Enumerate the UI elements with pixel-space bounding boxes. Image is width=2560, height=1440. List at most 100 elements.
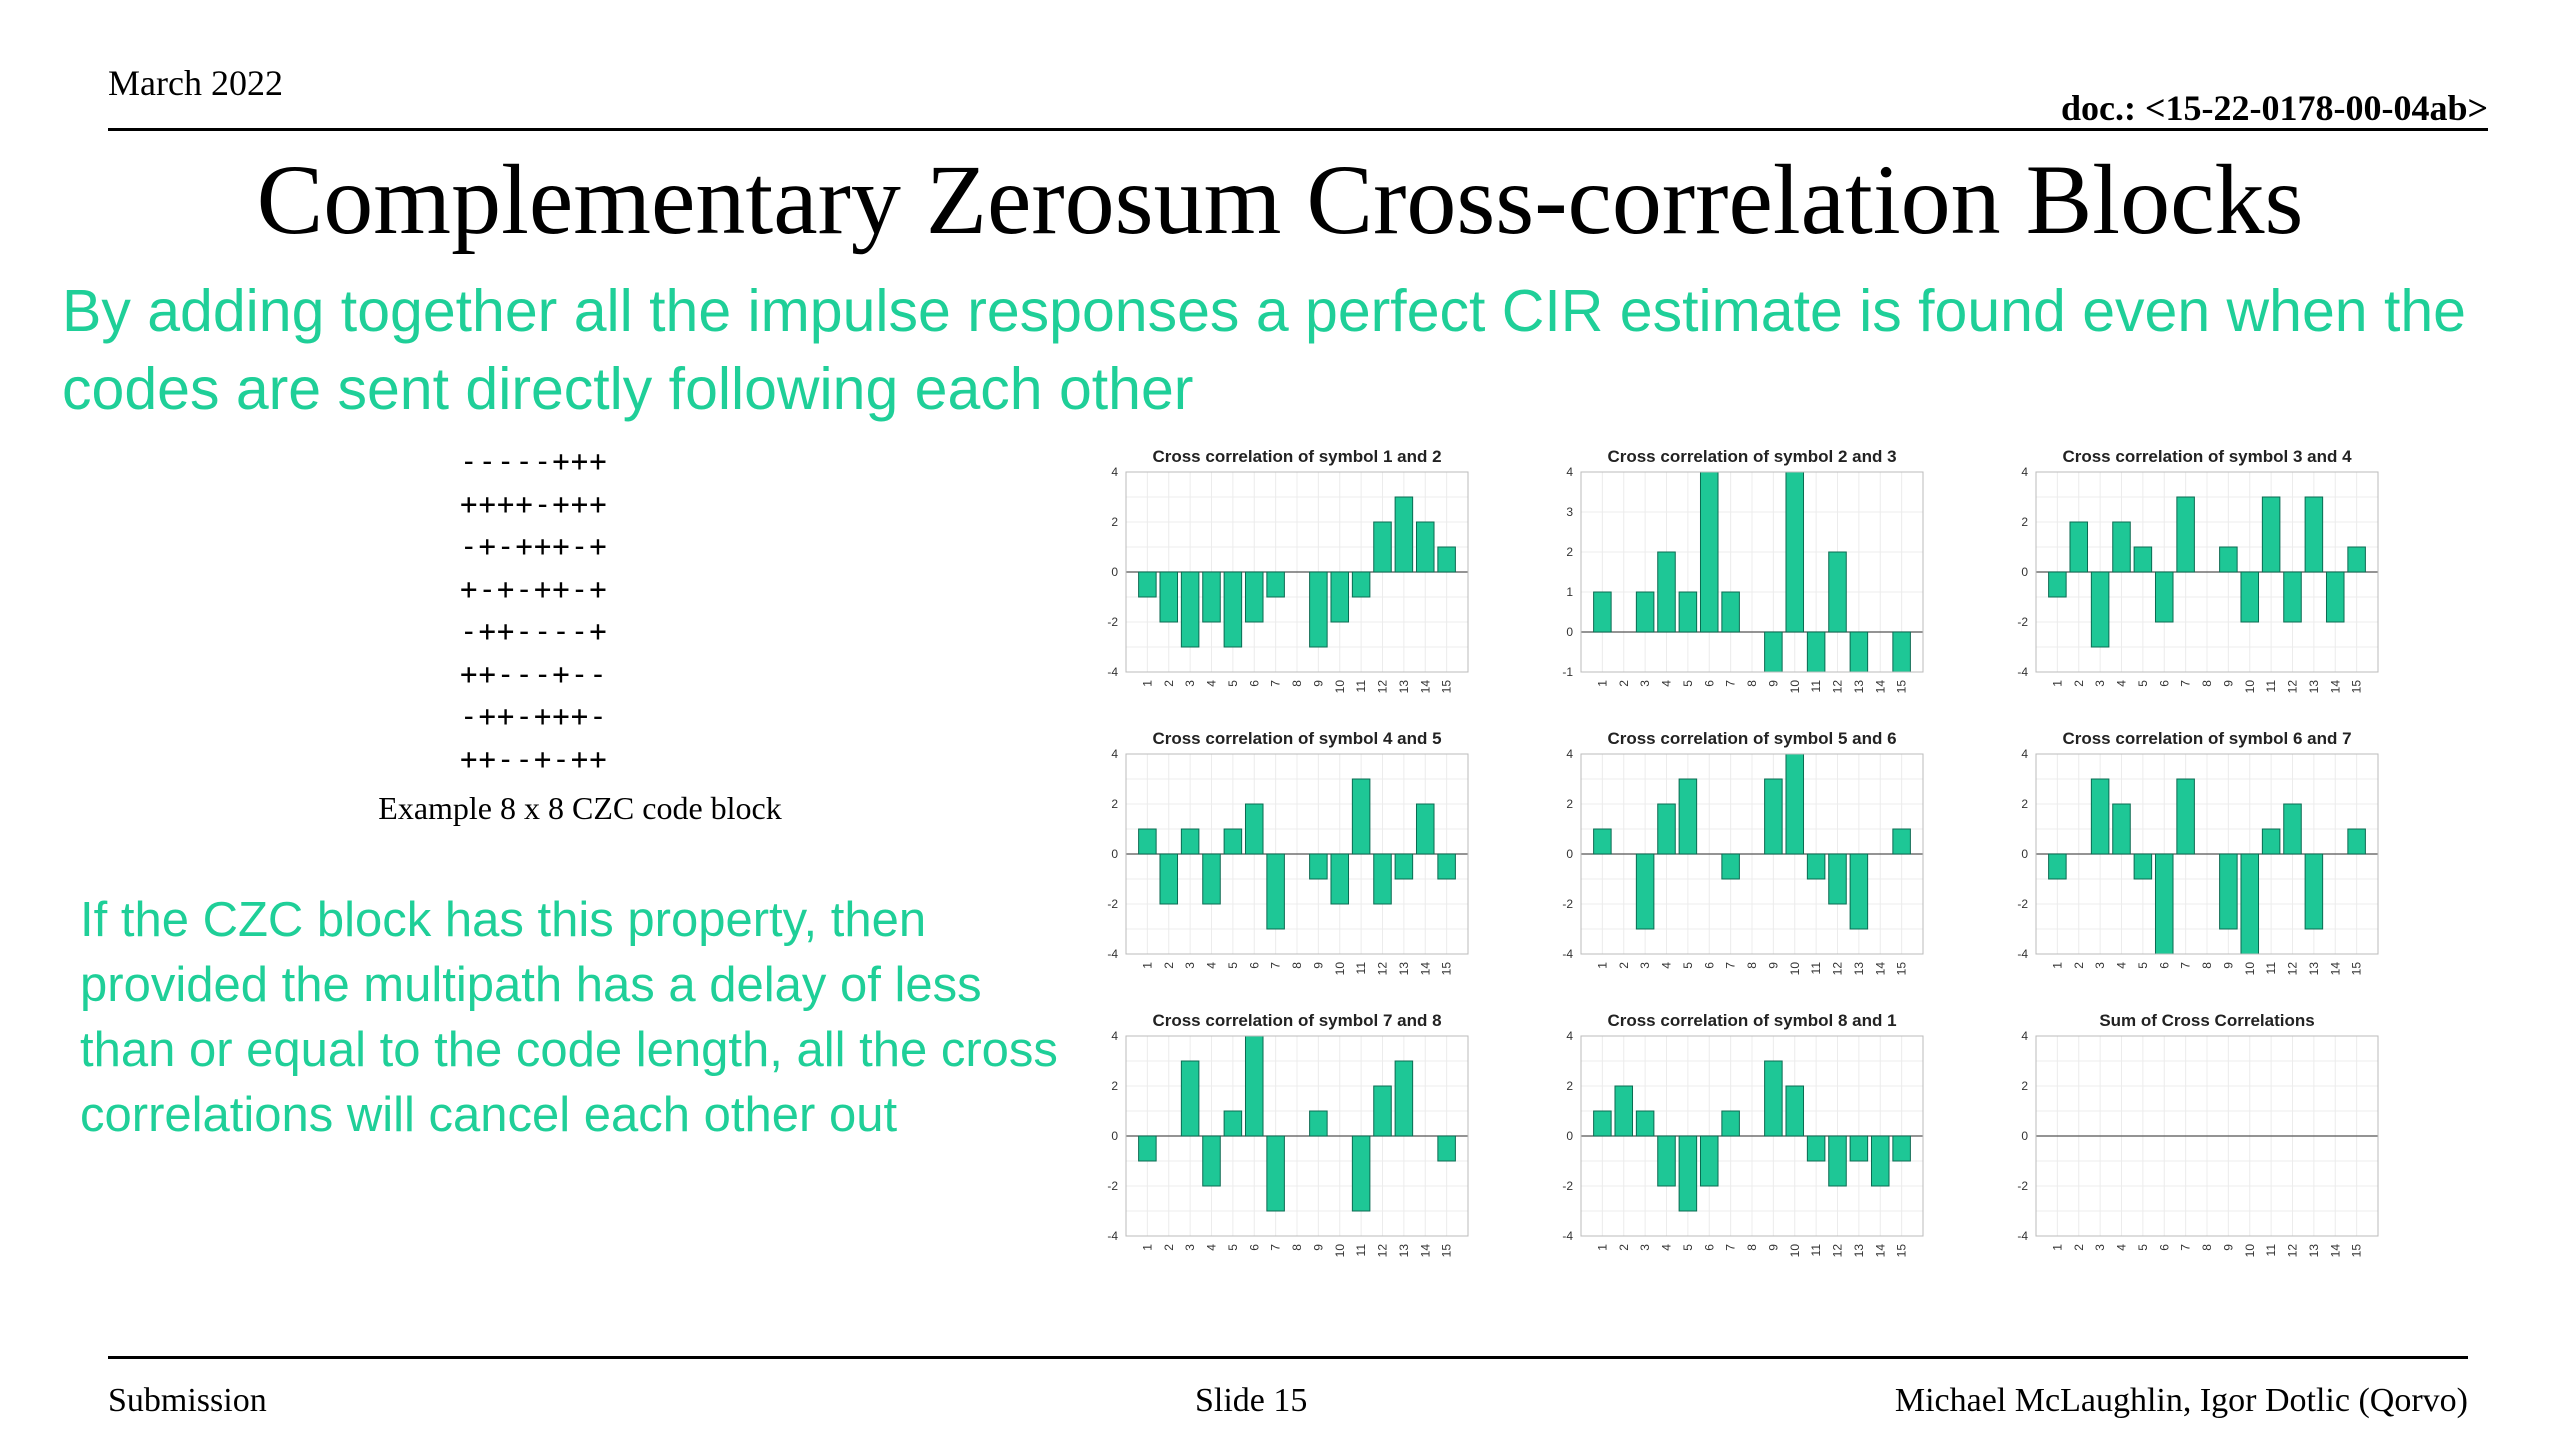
- bar: [1351, 1135, 1371, 1212]
- y-tick-label: -4: [1562, 1229, 1573, 1243]
- bar: [2304, 496, 2324, 573]
- property-paragraph: If the CZC block has this property, then…: [80, 893, 1058, 1142]
- y-tick-label: -2: [1107, 615, 1118, 629]
- bar: [1159, 571, 1179, 623]
- bar: [1635, 591, 1655, 633]
- bar: [1266, 1135, 1285, 1212]
- chart-title: Cross correlation of symbol 2 and 3: [1607, 447, 1896, 466]
- bar: [1785, 753, 1805, 855]
- bar: [1764, 631, 1783, 673]
- x-tick-label: 9: [2221, 1244, 2235, 1251]
- x-tick-label: 3: [2093, 1244, 2107, 1251]
- plot-frame: [1125, 1035, 1469, 1237]
- bar: [1180, 571, 1200, 648]
- y-tick-label: 4: [1566, 747, 1573, 761]
- cross-correlation-chart: Cross correlation of symbol 4 and 5 -4 -2 0…: [1107, 729, 1469, 976]
- y-tick-label: -4: [1107, 665, 1118, 679]
- y-tick-label: 0: [1566, 847, 1573, 861]
- x-tick-label: 8: [1745, 680, 1759, 687]
- bar: [1394, 853, 1414, 880]
- x-tick-label: 13: [2307, 1244, 2321, 1258]
- bar: [1351, 778, 1371, 855]
- bar: [1330, 571, 1350, 623]
- x-tick-label: 12: [2286, 680, 2300, 694]
- cross-correlation-chart: Cross correlation of symbol 7 and 8 -4 -2 0…: [1107, 1011, 1469, 1258]
- bar: [1699, 1135, 1719, 1187]
- y-tick-label: -2: [1562, 897, 1573, 911]
- x-tick-label: 4: [2115, 962, 2129, 969]
- x-tick-label: 5: [1226, 1244, 1240, 1251]
- chart-title: Sum of Cross Correlations: [2099, 1011, 2314, 1030]
- plot-frame: [2035, 471, 2379, 673]
- y-tick-label: 0: [1566, 625, 1573, 639]
- plot-frame: [1580, 753, 1924, 955]
- bar: [1721, 1110, 1740, 1137]
- bar: [1244, 1035, 1264, 1137]
- x-tick-label: 15: [2350, 680, 2364, 694]
- bar: [1309, 1110, 1328, 1137]
- footer-slide-number: Slide 15: [1195, 1382, 1308, 1419]
- x-tick-label: 5: [1226, 962, 1240, 969]
- x-tick-label: 9: [2221, 962, 2235, 969]
- y-tick-label: -4: [2017, 947, 2028, 961]
- x-tick-label: 13: [1852, 680, 1866, 694]
- bar: [2048, 853, 2067, 880]
- bar: [1657, 1135, 1676, 1187]
- header-date: March 2022: [108, 63, 283, 103]
- y-tick-label: -2: [2017, 1179, 2028, 1193]
- y-tick-label: 4: [1566, 1029, 1573, 1043]
- bar: [1373, 1085, 1392, 1137]
- x-tick-label: 12: [2286, 1244, 2300, 1258]
- y-tick-label: 1: [1566, 585, 1573, 599]
- bar: [1806, 1135, 1826, 1162]
- x-tick-label: 6: [1702, 962, 1716, 969]
- bar: [1892, 1135, 1911, 1162]
- x-tick-label: 7: [2179, 1244, 2193, 1251]
- x-tick-label: 4: [1660, 680, 1674, 687]
- x-tick-label: 9: [1311, 962, 1325, 969]
- bar: [2347, 546, 2366, 573]
- y-tick-label: 4: [1111, 465, 1118, 479]
- y-tick-label: -4: [2017, 665, 2028, 679]
- y-tick-label: 2: [1111, 797, 1118, 811]
- cross-correlation-chart: Cross correlation of symbol 1 and 2 -4 -2 0…: [1107, 447, 1469, 694]
- x-tick-label: 2: [2072, 1244, 2086, 1251]
- y-tick-label: 2: [1566, 1079, 1573, 1093]
- x-tick-label: 8: [2200, 1244, 2214, 1251]
- x-tick-label: 3: [2093, 680, 2107, 687]
- x-tick-label: 11: [1809, 962, 1823, 975]
- bar: [1180, 828, 1200, 855]
- bar: [1764, 1060, 1783, 1137]
- cross-correlation-chart: Cross correlation of symbol 3 and 4 -4 -2 0…: [2017, 447, 2379, 694]
- x-tick-label: 12: [1376, 1244, 1390, 1258]
- x-tick-label: 7: [1724, 1244, 1738, 1251]
- y-tick-label: 4: [2021, 465, 2028, 479]
- x-tick-label: 5: [2136, 1244, 2150, 1251]
- x-tick-label: 2: [1162, 962, 1176, 969]
- x-tick-label: 1: [1595, 1244, 1609, 1251]
- x-tick-label: 2: [2072, 962, 2086, 969]
- y-tick-label: 2: [2021, 515, 2028, 529]
- x-tick-label: 5: [1226, 680, 1240, 687]
- x-tick-label: 6: [1702, 1244, 1716, 1251]
- x-tick-label: 13: [1397, 962, 1411, 976]
- x-tick-label: 8: [2200, 680, 2214, 687]
- x-tick-label: 6: [1247, 1244, 1261, 1251]
- x-tick-label: 12: [2286, 962, 2300, 976]
- bar: [1806, 631, 1826, 673]
- bar: [1828, 853, 1847, 905]
- bar: [1266, 853, 1285, 930]
- bar: [2219, 853, 2238, 930]
- x-tick-label: 12: [1376, 680, 1390, 694]
- x-tick-label: 6: [1247, 680, 1261, 687]
- cross-correlation-chart: Cross correlation of symbol 6 and 7 -4 -2 0…: [2017, 729, 2379, 976]
- x-tick-label: 8: [1290, 1244, 1304, 1251]
- x-tick-label: 8: [1290, 962, 1304, 969]
- x-tick-label: 7: [1269, 680, 1283, 687]
- y-tick-label: -2: [1107, 1179, 1118, 1193]
- x-tick-label: 4: [1660, 962, 1674, 969]
- x-tick-label: 11: [2264, 962, 2278, 975]
- y-tick-label: 4: [1566, 465, 1573, 479]
- bar: [1657, 803, 1676, 855]
